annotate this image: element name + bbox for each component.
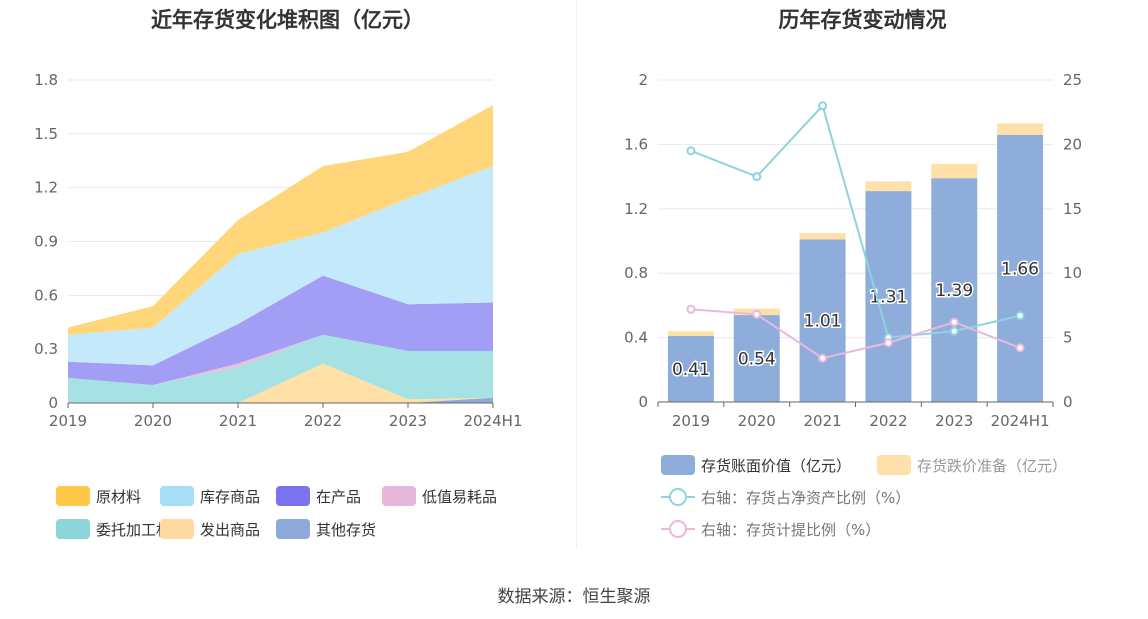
y-tick-label: 1.8: [34, 71, 58, 89]
legend-swatch: [877, 455, 911, 475]
legend-swatch: [56, 519, 90, 539]
area-series: [68, 275, 493, 386]
legend-label: 库存商品: [200, 488, 260, 506]
provision-ratio-point: [1015, 343, 1025, 353]
provision-ratio-point: [949, 317, 959, 327]
net-asset-ratio-point: [949, 326, 959, 336]
y2-tick-label: 10: [1063, 264, 1082, 282]
bar-value-label: 1.39: [935, 281, 973, 301]
bar-value-label: 0.54: [738, 350, 776, 370]
legend-label: 低值易耗品: [422, 488, 497, 506]
panel-divider: [576, 0, 577, 548]
y-tick-label: 1.6: [624, 135, 648, 153]
impairment-bar: [865, 181, 912, 192]
y2-tick-label: 25: [1063, 71, 1082, 89]
book-value-bar: [667, 335, 714, 402]
y-tick-label: 0.8: [624, 264, 648, 282]
bar-value-label: 1.66: [1001, 259, 1039, 279]
legend-label: 存货账面价值（亿元）: [701, 457, 851, 475]
legend-swatch: [160, 486, 194, 506]
legend-marker: [669, 488, 687, 506]
x-tick-label: 2021: [219, 412, 257, 430]
y-tick-label: 0.6: [34, 286, 58, 304]
legend-label: 发出商品: [200, 521, 260, 539]
inventory-change-chart-panel: 历年存货变动情况 0 0.4 0.8 1.2 1.6 2 0 5 10 15 20 25 0.41 0.5…: [577, 0, 1148, 550]
y2-tick-label: 5: [1063, 329, 1073, 347]
book-value-bar: [997, 134, 1044, 403]
x-tick-label: 2020: [738, 412, 776, 430]
y-tick-label: 1.2: [34, 179, 58, 197]
y-tick-label: 0.9: [34, 233, 58, 251]
y-tick-label: 1.2: [624, 200, 648, 218]
x-tick-label: 2019: [672, 412, 710, 430]
y2-tick-label: 0: [1063, 393, 1073, 411]
net-asset-ratio-point: [686, 146, 696, 156]
left-chart-title: 近年存货变化堆积图（亿元）: [151, 8, 424, 32]
net-asset-ratio-point: [752, 172, 762, 182]
y-tick-label: 0.4: [624, 329, 648, 347]
provision-ratio-point: [686, 304, 696, 314]
area-series: [68, 105, 493, 335]
net-asset-ratio-point: [818, 101, 828, 111]
bar-value-label: 1.01: [804, 312, 842, 332]
x-tick-label: 2023: [935, 412, 973, 430]
book-value-bar: [931, 178, 978, 402]
right-chart-title: 历年存货变动情况: [778, 8, 947, 32]
x-tick-label: 2020: [134, 412, 172, 430]
legend-swatch: [160, 519, 194, 539]
legend-marker: [669, 520, 687, 538]
impairment-bar: [799, 232, 846, 240]
y2-tick-label: 20: [1063, 135, 1082, 153]
y2-tick-label: 15: [1063, 200, 1082, 218]
y-tick-label: 0.3: [34, 340, 58, 358]
book-value-bar: [865, 191, 912, 402]
x-tick-label: 2023: [389, 412, 427, 430]
legend-swatch: [661, 455, 695, 475]
legend-label: 其他存货: [316, 521, 376, 539]
net-asset-ratio-line: [690, 103, 1021, 339]
area-series: [68, 166, 493, 366]
provision-ratio-point: [883, 338, 893, 348]
provision-ratio-point: [752, 309, 762, 319]
legend-swatch: [276, 519, 310, 539]
book-value-bar: [733, 315, 780, 402]
net-asset-ratio-point: [1015, 311, 1025, 321]
provision-ratio-point: [818, 353, 828, 363]
impairment-bar: [667, 331, 714, 336]
x-tick-label: 2024H1: [464, 412, 523, 430]
stacked-area-chart: 0 0.3 0.6 0.9 1.2 1.5 1.8 2019 2020 2021 2022 2023 2…: [34, 71, 523, 539]
provision-ratio-line: [690, 308, 1021, 360]
data-source-label: 数据来源：恒生聚源: [497, 587, 651, 607]
bar-value-label: 0.41: [672, 360, 710, 380]
x-tick-label: 2021: [803, 412, 841, 430]
stacked-area-chart-panel: 近年存货变化堆积图（亿元） 0 0.3 0.6 0.9 1.2 1.5 1.8 2019 202…: [0, 0, 575, 550]
bar-line-combo-chart: 00.40.81.21.6205101520250.410.541.011.31…: [624, 71, 1082, 539]
legend-swatch: [56, 486, 90, 506]
legend-label: 原材料: [96, 488, 141, 506]
x-tick-label: 2024H1: [991, 412, 1050, 430]
book-value-bar: [799, 239, 846, 402]
area-series: [68, 334, 493, 403]
x-tick-label: 2019: [49, 412, 87, 430]
legend-label: 右轴：存货占净资产比例（%）: [701, 489, 910, 507]
y-tick-label: 1.5: [34, 125, 58, 143]
legend-swatch: [382, 486, 416, 506]
legend-label: 在产品: [316, 488, 361, 506]
impairment-bar: [931, 163, 978, 179]
x-tick-label: 2022: [304, 412, 342, 430]
legend-swatch: [276, 486, 310, 506]
legend-label: 右轴：存货计提比例（%）: [701, 521, 880, 539]
impairment-bar: [997, 123, 1044, 135]
area-series: [68, 397, 493, 403]
x-tick-label: 2022: [869, 412, 907, 430]
y-tick-label: 0: [638, 393, 648, 411]
y-tick-label: 2: [638, 71, 648, 89]
y-tick-label: 0: [48, 394, 58, 412]
legend-label: 存货跌价准备（亿元）: [917, 457, 1067, 475]
